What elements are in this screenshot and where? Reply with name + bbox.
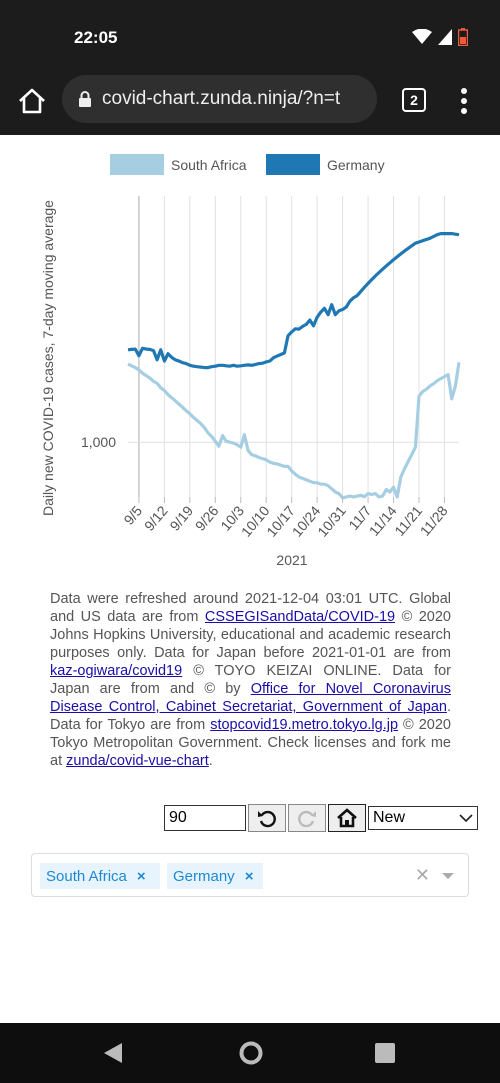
mode-select[interactable]: New bbox=[368, 806, 478, 830]
signal-icon bbox=[438, 29, 452, 45]
x-tick-label: 11/14 bbox=[366, 502, 400, 538]
tab-switcher-button[interactable]: 2 bbox=[402, 88, 426, 112]
y-axis-label: Daily new COVID-19 cases, 7-day moving a… bbox=[40, 200, 56, 516]
country-tag: Germany × bbox=[167, 863, 263, 889]
url-text: covid-chart.zunda.ninja/?n=t bbox=[102, 88, 341, 109]
battery-icon bbox=[458, 28, 468, 46]
reset-view-button[interactable] bbox=[328, 804, 366, 832]
link-csse[interactable]: CSSEGISandData/COVID-19 bbox=[204, 609, 396, 625]
data-source-notice: Data were refreshed around 2021-12-04 03… bbox=[50, 590, 451, 770]
remove-tag-icon[interactable]: × bbox=[136, 867, 146, 885]
link-cabinet-secretariat[interactable]: Office for Novel Coronavirus Disease Con… bbox=[50, 681, 451, 715]
chart-series bbox=[127, 231, 461, 500]
chart-legend: South Africa Germany bbox=[110, 154, 385, 175]
browser-toolbar: covid-chart.zunda.ninja/?n=t 2 bbox=[0, 75, 500, 135]
notice-text: . bbox=[208, 753, 213, 769]
square-recents-icon[interactable] bbox=[375, 1043, 395, 1063]
undo-button[interactable] bbox=[248, 804, 286, 832]
country-tag-label: Germany bbox=[173, 867, 235, 885]
wifi-icon bbox=[412, 29, 432, 44]
x-tick-label: 9/26 bbox=[192, 502, 222, 533]
clock: 22:05 bbox=[74, 28, 118, 47]
link-kaz-ogiwara[interactable]: kaz-ogiwara/covid19 bbox=[50, 663, 183, 679]
legend-swatch bbox=[110, 154, 164, 175]
clear-all-icon[interactable]: ✕ bbox=[414, 865, 430, 885]
url-field[interactable]: covid-chart.zunda.ninja/?n=t bbox=[62, 75, 377, 123]
notice-text: © 2020 Johns Hopkins University, educati… bbox=[50, 609, 451, 661]
country-multiselect[interactable]: South Africa × Germany × ✕ bbox=[31, 853, 469, 897]
days-input[interactable] bbox=[164, 805, 246, 831]
x-tick-label: 9/12 bbox=[141, 502, 171, 533]
chart-controls: New bbox=[164, 804, 478, 832]
y-axis-ticks: 1,000 bbox=[81, 434, 116, 450]
x-tick-label: 11/28 bbox=[417, 502, 451, 538]
chevron-down-icon bbox=[459, 814, 473, 823]
link-stopcovid19[interactable]: stopcovid19.metro.tokyo.lg.jp bbox=[210, 717, 399, 733]
back-triangle-icon[interactable] bbox=[104, 1043, 122, 1063]
legend-label: South Africa bbox=[171, 157, 247, 173]
legend-swatch bbox=[266, 154, 320, 175]
redo-button[interactable] bbox=[288, 804, 326, 832]
undo-icon bbox=[258, 810, 276, 828]
x-axis-ticks: 9/59/129/199/2610/310/1010/1710/2410/311… bbox=[120, 497, 451, 540]
status-icons bbox=[412, 28, 468, 46]
x-tick-label: 9/19 bbox=[166, 502, 196, 533]
covid-line-chart: South Africa Germany 1,000 9/59/129/199/2… bbox=[40, 154, 461, 568]
android-nav-bar bbox=[0, 1023, 500, 1083]
y-tick-label: 1,000 bbox=[81, 434, 116, 450]
chart-grid bbox=[128, 196, 459, 497]
notice-text: © TOYO KEIZAI ONLINE. Data for Japan are… bbox=[50, 663, 451, 697]
series-line-south-africa bbox=[127, 362, 461, 500]
home-icon[interactable] bbox=[16, 85, 48, 117]
circle-home-icon[interactable] bbox=[239, 1041, 263, 1065]
series-line-germany bbox=[127, 231, 460, 370]
x-axis-label: 2021 bbox=[276, 552, 307, 568]
notice-text: © 2020 Tokyo Metropolitan Government. Ch… bbox=[50, 717, 451, 769]
mode-select-value: New bbox=[373, 809, 406, 826]
remove-tag-icon[interactable]: × bbox=[244, 867, 254, 885]
link-github-repo[interactable]: zunda/covid-vue-chart bbox=[66, 753, 209, 769]
notice-text: Data were refreshed around 2021-12-04 03… bbox=[50, 591, 451, 625]
house-icon bbox=[337, 808, 357, 828]
notice-text: . Data for Tokyo are from bbox=[50, 699, 451, 733]
country-tag: South Africa × bbox=[40, 863, 160, 889]
status-bar: 22:05 bbox=[0, 0, 500, 75]
dropdown-caret-icon[interactable] bbox=[442, 873, 454, 879]
lock-icon bbox=[79, 91, 91, 107]
kebab-menu-icon[interactable] bbox=[456, 83, 472, 119]
country-tag-label: South Africa bbox=[46, 867, 127, 885]
redo-icon bbox=[298, 810, 316, 828]
x-tick-label: 11/21 bbox=[391, 502, 425, 538]
legend-label: Germany bbox=[327, 157, 385, 173]
x-tick-label: 10/31 bbox=[314, 502, 349, 539]
